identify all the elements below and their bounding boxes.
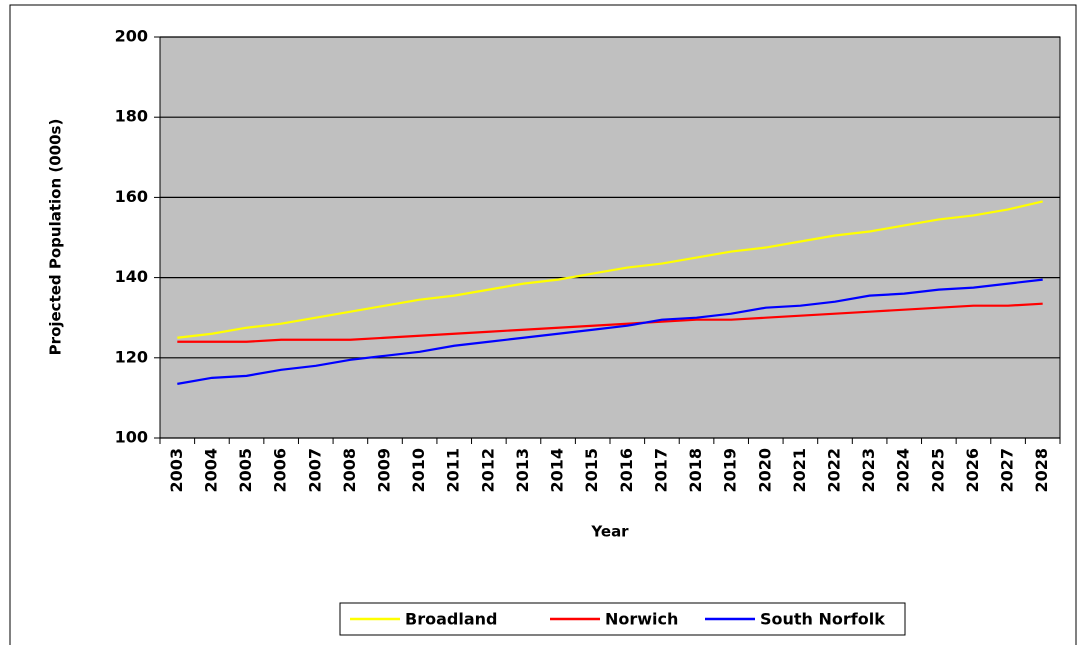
y-axis-label: Projected Population (000s) <box>47 119 65 356</box>
x-tick-label: 2003 <box>167 448 186 493</box>
x-tick-label: 2007 <box>305 448 324 493</box>
y-tick-label: 100 <box>115 428 148 447</box>
x-tick-label: 2023 <box>859 448 878 493</box>
x-tick-label: 2004 <box>201 448 220 493</box>
legend-label: Norwich <box>605 610 678 629</box>
x-tick-label: 2018 <box>686 448 705 493</box>
y-tick-label: 180 <box>115 107 148 126</box>
legend-box <box>339 602 906 636</box>
x-tick-label: 2014 <box>548 448 567 493</box>
y-tick-label: 160 <box>115 187 148 206</box>
y-tick-label: 120 <box>115 347 148 366</box>
x-tick-label: 2020 <box>755 448 774 493</box>
x-tick-label: 2017 <box>651 448 670 493</box>
x-tick-label: 2015 <box>582 448 601 493</box>
plot-area <box>159 36 1061 439</box>
legend-label: Broadland <box>405 610 497 629</box>
series-line <box>177 302 1043 343</box>
x-axis-label: Year <box>590 523 629 541</box>
x-tick-label: 2012 <box>478 448 497 493</box>
legend-label: South Norfolk <box>760 610 885 629</box>
x-tick-label: 2021 <box>790 448 809 493</box>
y-tick-label: 200 <box>115 27 148 46</box>
x-tick-label: 2027 <box>998 448 1017 493</box>
x-tick-label: 2016 <box>617 448 636 493</box>
x-tick-label: 2024 <box>894 448 913 493</box>
x-tick-label: 2009 <box>375 448 394 493</box>
x-tick-label: 2006 <box>271 448 290 493</box>
x-tick-label: 2013 <box>513 448 532 493</box>
x-tick-label: 2028 <box>1032 448 1051 493</box>
series-line <box>177 278 1043 385</box>
x-tick-label: 2008 <box>340 448 359 493</box>
x-tick-label: 2026 <box>963 448 982 493</box>
x-tick-label: 2022 <box>825 448 844 493</box>
x-tick-label: 2011 <box>444 448 463 493</box>
x-tick-label: 2025 <box>928 448 947 493</box>
series-line <box>177 200 1043 339</box>
y-tick-label: 140 <box>115 267 148 286</box>
x-tick-label: 2010 <box>409 448 428 493</box>
x-tick-label: 2019 <box>721 448 740 493</box>
x-tick-label: 2005 <box>236 448 255 493</box>
